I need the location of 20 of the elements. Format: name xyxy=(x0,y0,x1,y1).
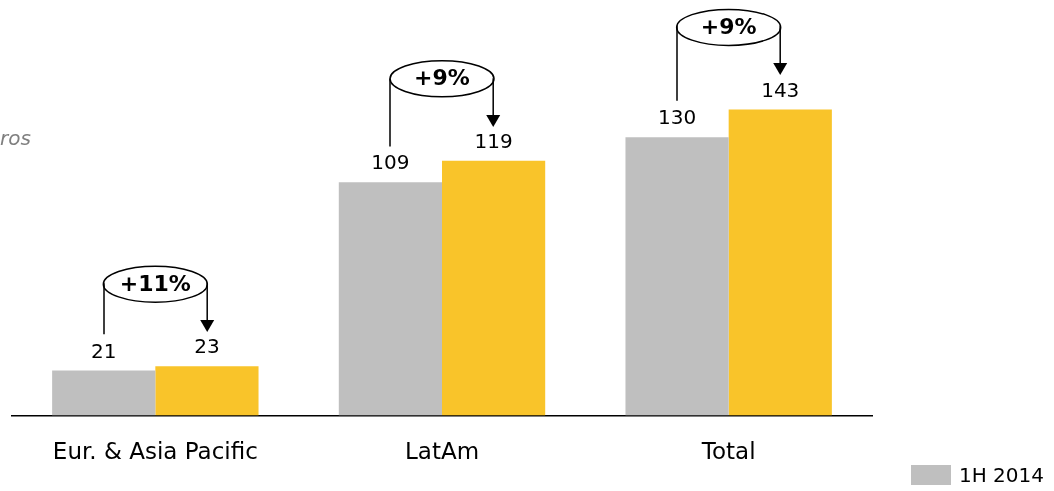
annotation: +11% xyxy=(119,270,191,296)
bar xyxy=(625,137,729,416)
data-label: 130 xyxy=(657,105,697,130)
data-label: 23 xyxy=(194,334,220,359)
bar xyxy=(338,182,442,416)
bar xyxy=(442,160,546,416)
x-tick-label: LatAm xyxy=(404,438,480,465)
data-label: 143 xyxy=(761,77,800,102)
annotation: ros xyxy=(0,126,31,151)
x-tick-label: Total xyxy=(700,438,756,465)
bar xyxy=(52,370,156,416)
text: +9% xyxy=(414,65,470,91)
data-label: 109 xyxy=(371,150,410,175)
text: +9% xyxy=(700,14,757,40)
x-tick-label: Eur. & Asia Pacific xyxy=(52,438,258,465)
bar xyxy=(155,366,259,416)
data-label: 21 xyxy=(91,338,117,363)
data-label: 119 xyxy=(474,128,513,153)
legend-label: 1H 2014 xyxy=(958,463,1044,487)
bar xyxy=(728,109,832,416)
